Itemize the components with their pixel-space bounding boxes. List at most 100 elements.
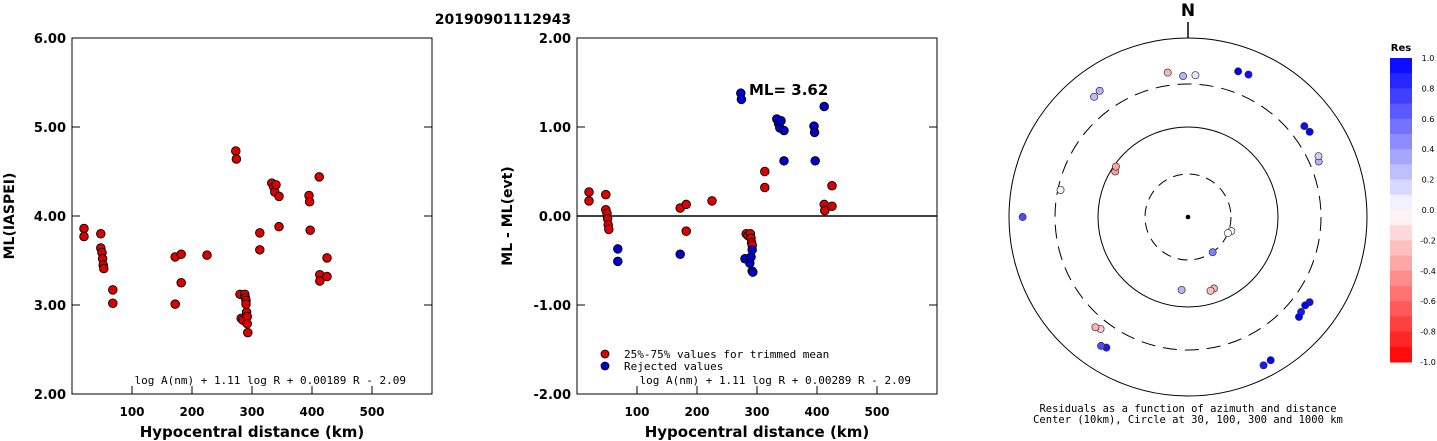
residual-point xyxy=(1295,312,1303,321)
data-point xyxy=(271,180,281,190)
colorbar-tick-label: -1.0 xyxy=(1420,358,1436,367)
x-tick-label: 200 xyxy=(684,405,709,419)
data-point xyxy=(315,276,325,286)
residual-point xyxy=(1300,122,1309,131)
x-tick-label: 300 xyxy=(239,405,264,419)
panel-ml-residual: 100 200 300 400 500 -2.00 -1.00 0.00 1.00 2.00 M… xyxy=(500,32,938,441)
residual-point xyxy=(1259,361,1268,370)
data-point xyxy=(736,94,747,105)
residual-point xyxy=(1244,70,1253,79)
y-tick-label: 6.00 xyxy=(34,32,66,47)
x-tick-label: 500 xyxy=(864,405,889,419)
colorbar-cell xyxy=(1390,164,1412,181)
colorbar-cell xyxy=(1390,58,1412,74)
residual-point xyxy=(1234,67,1243,76)
data-point xyxy=(255,245,265,255)
colorbar-tick-label: -0.6 xyxy=(1420,297,1436,306)
colorbar-tick-label: 0.0 xyxy=(1422,206,1435,215)
data-point xyxy=(108,285,118,295)
residual-point xyxy=(1018,213,1027,221)
data-point xyxy=(779,125,789,136)
x-axis-label: Hypocentral distance (km) xyxy=(645,423,870,441)
data-point xyxy=(96,229,106,239)
ml-annotation: ML= 3.62 xyxy=(749,81,828,99)
residual-point xyxy=(1097,341,1106,350)
data-point xyxy=(584,187,594,197)
colorbar-cell xyxy=(1390,210,1412,226)
x-ticks: 100 200 300 400 500 xyxy=(624,386,890,419)
colorbar-tick-label: -0.4 xyxy=(1420,267,1436,276)
plot-frame xyxy=(71,37,433,395)
event-id-title: 20190901112943 xyxy=(435,12,571,28)
residual-point xyxy=(1179,72,1188,81)
data-point xyxy=(601,189,611,200)
colorbar-cell xyxy=(1390,179,1412,196)
data-point xyxy=(231,154,242,164)
data-point xyxy=(79,231,89,242)
data-point xyxy=(613,256,623,267)
residual-point xyxy=(1095,86,1104,95)
north-label: N xyxy=(1181,1,1195,21)
x-ticks: 100 200 300 400 500 xyxy=(119,386,385,419)
x-tick-label: 400 xyxy=(299,405,324,419)
colorbar-cell xyxy=(1390,316,1412,333)
residual-point xyxy=(1163,68,1172,77)
residual-point xyxy=(1056,185,1065,194)
legend-label-rejected: Rejected values xyxy=(624,360,723,373)
legend-label-trimmed: 25%-75% values for trimmed mean xyxy=(624,348,829,361)
data-point xyxy=(776,116,786,126)
y-tick-label: -1.00 xyxy=(534,299,571,314)
data-point xyxy=(243,327,253,338)
colorbar-tick-label: 1.0 xyxy=(1422,54,1435,63)
residual-point xyxy=(1266,356,1275,365)
colorbar-cell xyxy=(1390,73,1412,89)
colorbar-tick-label: 0.2 xyxy=(1422,176,1435,185)
legend-marker-rejected xyxy=(600,361,610,371)
legend: 25%-75% values for trimmed mean Rejected… xyxy=(600,348,829,373)
data-point xyxy=(820,205,830,216)
colorbar-cell xyxy=(1390,103,1412,120)
colorbar-cell xyxy=(1390,346,1412,363)
polar-caption-line1: Residuals as a function of azimuth and d… xyxy=(1039,403,1336,415)
data-point xyxy=(322,271,332,282)
data-point xyxy=(827,180,837,191)
y-ticks: 2.00 3.00 4.00 5.00 6.00 xyxy=(34,32,432,403)
data-point xyxy=(322,253,332,263)
y-tick-label: 4.00 xyxy=(34,210,66,225)
data-point xyxy=(231,146,241,156)
data-points xyxy=(1018,67,1323,370)
data-point xyxy=(304,197,315,207)
polar-caption-line2: Center (10km), Circle at 30, 100, 300 an… xyxy=(1033,414,1343,426)
ring-100km xyxy=(1097,126,1279,308)
data-point xyxy=(314,172,324,182)
x-tick-label: 300 xyxy=(744,405,769,419)
data-point xyxy=(305,225,315,235)
data-point xyxy=(584,196,594,206)
data-point xyxy=(613,244,623,254)
data-point xyxy=(176,278,186,288)
x-tick-label: 500 xyxy=(359,405,384,419)
residual-point xyxy=(1305,127,1314,136)
data-point xyxy=(707,196,717,206)
residual-point xyxy=(1206,286,1215,295)
legend-marker-trimmed xyxy=(600,349,610,359)
residual-point xyxy=(1091,323,1100,332)
data-point xyxy=(827,201,837,211)
ring-1000km xyxy=(1008,37,1368,397)
y-tick-label: 0.00 xyxy=(539,210,571,225)
data-point xyxy=(681,226,691,236)
residual-point xyxy=(1090,92,1099,101)
panel-polar-residuals: N Residuals as a function of azimuth and… xyxy=(1008,1,1368,426)
colorbar: Res 1.0 0.8 0.6 0.4 0.2 0.0 -0.2 -0.4 -0.6 -0.8 -1… xyxy=(1390,43,1436,367)
colorbar-cell xyxy=(1390,194,1412,211)
x-tick-label: 400 xyxy=(804,405,829,419)
data-point xyxy=(819,101,829,112)
y-ticks: -2.00 -1.00 0.00 1.00 2.00 xyxy=(534,32,937,403)
colorbar-cell xyxy=(1390,134,1412,150)
data-point xyxy=(274,221,284,232)
data-point xyxy=(810,156,820,166)
colorbar-ticks: 1.0 0.8 0.6 0.4 0.2 0.0 -0.2 -0.4 -0.6 -0.8 -1.0 xyxy=(1420,54,1436,367)
data-point xyxy=(170,299,180,309)
colorbar-cell xyxy=(1390,270,1412,287)
